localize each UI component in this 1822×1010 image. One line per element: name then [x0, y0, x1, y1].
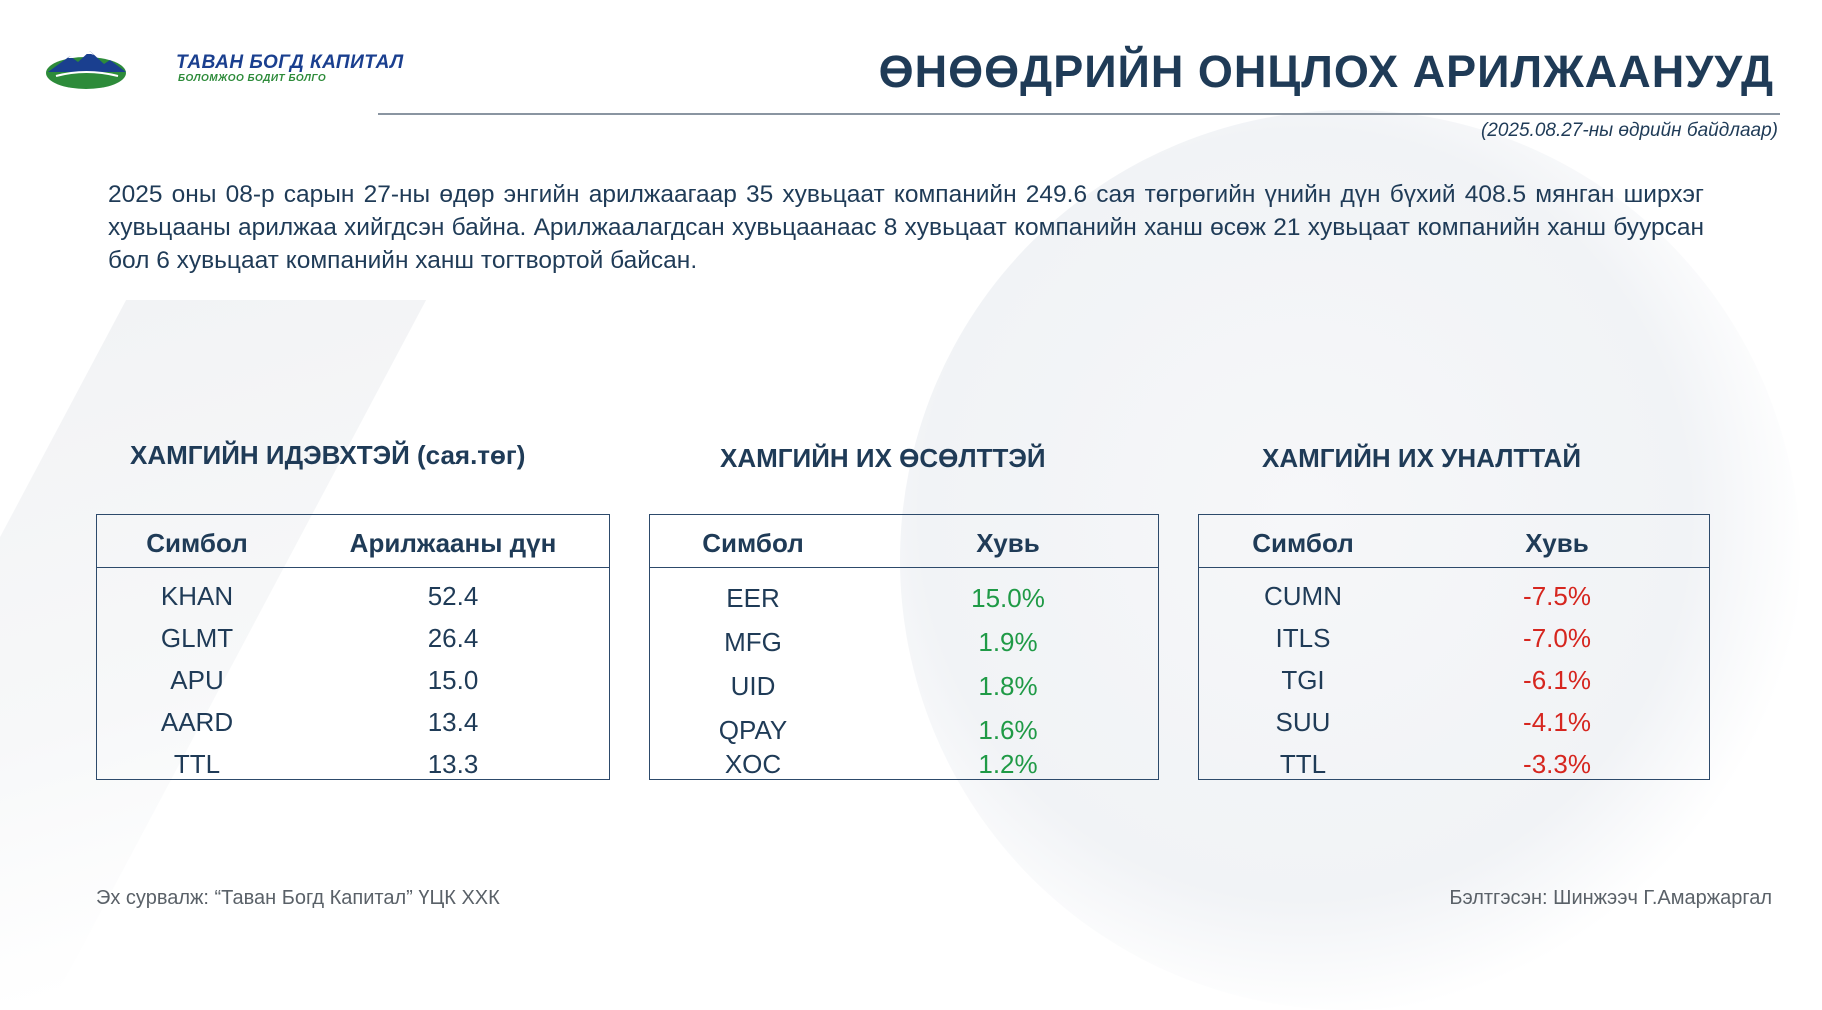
row-symbol: GLMT [160, 623, 234, 653]
market-summary: 2025 оны 08-р сарын 27-ны өдөр энгийн ар… [108, 181, 1704, 274]
row-change: -7.0% [1523, 623, 1591, 653]
page-title: ӨНӨӨДРИЙН ОНЦЛОХ АРИЛЖААНУУД [878, 46, 1774, 97]
brand-slogan: БОЛОМЖОО БОДИТ БОЛГО [178, 73, 327, 84]
column-header-percent: Хувь [1525, 528, 1589, 558]
table-row: MFG 1.9% [650, 621, 1158, 663]
column-header-value: Арилжааны дүн [349, 528, 557, 558]
table-row: TTL 13.3 [97, 743, 609, 785]
table-header: Симбол Арилжааны дүн [97, 515, 609, 568]
table-header: Симбол Хувь [1199, 515, 1709, 568]
gainers-table: Симбол Хувь EER 15.0% MFG 1.9% UID 1.8% … [649, 514, 1159, 780]
row-symbol: MFG [724, 627, 782, 657]
column-header-percent: Хувь [976, 528, 1040, 558]
table-row: TTL -3.3% [1199, 743, 1709, 785]
row-value: 52.4 [427, 581, 479, 611]
table-row: XOC 1.2% [650, 743, 1158, 785]
row-change: -6.1% [1523, 665, 1591, 695]
table-row: SUU -4.1% [1199, 701, 1709, 743]
background-globe [900, 110, 1800, 1010]
title-divider [378, 113, 1780, 115]
table-row: QPAY 1.6% [650, 709, 1158, 751]
row-symbol: ITLS [1275, 623, 1331, 653]
table-row: KHAN 52.4 [97, 575, 609, 617]
row-symbol: XOC [724, 749, 782, 779]
table-row: GLMT 26.4 [97, 617, 609, 659]
brand-logo: ТАВАН БОГД КАПИТАЛ БОЛОМЖОО БОДИТ БОЛГО [46, 46, 403, 96]
row-change: 1.8% [978, 671, 1038, 701]
row-symbol: TTL [173, 749, 221, 779]
table-row: UID 1.8% [650, 665, 1158, 707]
row-symbol: TGI [1281, 665, 1325, 695]
table-row: TGI -6.1% [1199, 659, 1709, 701]
row-symbol: APU [170, 665, 224, 695]
mountain-logo-icon [46, 51, 126, 89]
prepared-by-note: Бэлтгэсэн: Шинжээч Г.Амаржаргал [1449, 887, 1772, 909]
table-row: CUMN -7.5% [1199, 575, 1709, 617]
row-change: -4.1% [1523, 707, 1591, 737]
row-value: 15.0 [427, 665, 479, 695]
row-symbol: UID [730, 671, 776, 701]
column-header-symbol: Симбол [702, 528, 804, 558]
row-change: 1.9% [978, 627, 1038, 657]
row-value: 13.4 [427, 707, 479, 737]
column-header-symbol: Симбол [1252, 528, 1354, 558]
table-header: Симбол Хувь [650, 515, 1158, 568]
row-change: 15.0% [971, 583, 1045, 613]
column-header-symbol: Симбол [146, 528, 248, 558]
table-row: APU 15.0 [97, 659, 609, 701]
row-symbol: KHAN [160, 581, 234, 611]
row-value: 13.3 [427, 749, 479, 779]
table-row: EER 15.0% [650, 577, 1158, 619]
row-symbol: EER [726, 583, 780, 613]
gainers-panel-title: ХАМГИЙН ИХ ӨСӨЛТТЭЙ [720, 443, 1046, 473]
row-value: 26.4 [427, 623, 479, 653]
table-row: AARD 13.4 [97, 701, 609, 743]
row-symbol: TTL [1279, 749, 1327, 779]
losers-panel-title: ХАМГИЙН ИХ УНАЛТТАЙ [1262, 443, 1582, 473]
row-symbol: AARD [160, 707, 234, 737]
active-table: Симбол Арилжааны дүн KHAN 52.4 GLMT 26.4… [96, 514, 610, 780]
as-of-date: (2025.08.27-ны өдрийн байдлаар) [1480, 120, 1778, 141]
active-panel-title: ХАМГИЙН ИДЭВХТЭЙ (сая.төг) [130, 440, 526, 470]
losers-table: Симбол Хувь CUMN -7.5% ITLS -7.0% TGI -6… [1198, 514, 1710, 780]
brand-name: ТАВАН БОГД КАПИТАЛ [176, 52, 404, 73]
row-symbol: QPAY [718, 715, 788, 745]
source-note: Эх сурвалж: “Таван Богд Капитал” ҮЦК ХХК [96, 887, 500, 909]
row-change: -7.5% [1523, 581, 1591, 611]
row-symbol: SUU [1275, 707, 1331, 737]
row-change: -3.3% [1523, 749, 1591, 779]
row-change: 1.2% [978, 749, 1038, 779]
row-symbol: CUMN [1264, 581, 1342, 611]
row-change: 1.6% [978, 715, 1038, 745]
table-row: ITLS -7.0% [1199, 617, 1709, 659]
